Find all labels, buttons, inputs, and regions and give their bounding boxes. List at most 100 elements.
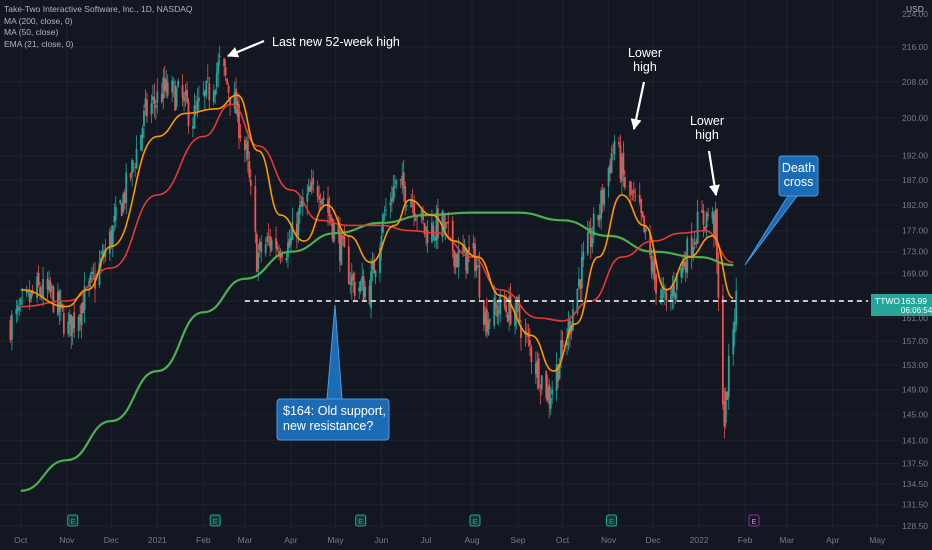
- candle-body: [681, 261, 684, 273]
- candle-body: [638, 194, 641, 203]
- time-tick-label: Nov: [601, 535, 617, 545]
- time-tick-label: Apr: [826, 535, 839, 545]
- candle-body: [499, 294, 502, 315]
- candle-body: [70, 314, 73, 337]
- candle-body: [570, 325, 573, 333]
- candle-body: [631, 193, 634, 195]
- candle-body: [572, 309, 574, 331]
- candle-body: [401, 175, 404, 185]
- candle-body: [558, 364, 561, 380]
- candle-body: [665, 293, 668, 300]
- candle-body: [19, 298, 22, 305]
- symbol-title[interactable]: Take-Two Interactive Software, Inc., 1D,…: [4, 4, 193, 14]
- price-tick-label: 177.00: [902, 226, 928, 236]
- candle-body: [37, 272, 40, 286]
- candle-body: [260, 242, 263, 253]
- series-line-ma: [20, 211, 734, 492]
- time-tick-label: Apr: [284, 535, 297, 545]
- candle-body: [165, 79, 168, 93]
- annotation-lower-high-2: Lower high: [690, 114, 724, 197]
- candle-body: [321, 199, 323, 205]
- candle-body: [528, 340, 531, 346]
- indicator-ema21[interactable]: EMA (21, close, 0): [4, 38, 74, 49]
- last-price-label: TTWO 163.99 06:06:54: [871, 294, 932, 316]
- price-axis[interactable]: 216.00 208.00 200.00 192.00 187.00 182.00 177.…: [902, 42, 928, 531]
- candle-body: [652, 262, 654, 275]
- indicator-ma50[interactable]: MA (50, close): [4, 27, 59, 37]
- indicator-ma200[interactable]: MA (200, close, 0): [4, 15, 73, 26]
- candle-body: [515, 297, 518, 318]
- candle-body: [482, 300, 485, 326]
- candle-body: [726, 392, 729, 400]
- candle-body: [733, 321, 736, 333]
- candle-body: [25, 290, 28, 293]
- candle-body: [67, 321, 70, 335]
- candle-body: [264, 244, 267, 254]
- candle-body: [379, 247, 381, 274]
- candle-body: [514, 313, 516, 326]
- candle-body: [177, 80, 180, 87]
- earnings-marker: [469, 514, 481, 527]
- candle-body: [567, 320, 570, 339]
- candle-body: [129, 173, 132, 179]
- candle-body: [582, 251, 585, 260]
- time-axis[interactable]: Oct Nov Dec 2021 Feb Mar Apr May Jun Jul Aug Sep Oct…: [14, 535, 886, 545]
- candle-body: [735, 291, 738, 325]
- candle-body: [426, 229, 429, 244]
- candle-body: [337, 224, 340, 233]
- candle-body: [175, 88, 178, 107]
- candle-body: [160, 93, 163, 103]
- time-tick-label: Oct: [14, 535, 28, 545]
- candle-body: [113, 215, 116, 223]
- candle-body: [306, 193, 309, 202]
- candle-body: [402, 172, 405, 189]
- candle-body: [270, 239, 273, 251]
- candle-body: [613, 141, 616, 155]
- candle-body: [290, 237, 292, 245]
- annotation-death-cross: Death cross: [744, 155, 819, 266]
- candle-body: [48, 280, 50, 291]
- candle-body: [433, 237, 436, 241]
- candle-body: [628, 186, 631, 187]
- candle-body: [310, 182, 313, 191]
- candle-body: [546, 387, 549, 401]
- candle-body: [307, 186, 310, 192]
- candle-body: [591, 237, 594, 247]
- candle-body: [589, 228, 592, 248]
- candle-body: [68, 314, 71, 325]
- candle-body: [223, 58, 226, 67]
- candle-body: [82, 302, 85, 313]
- candle-body: [462, 246, 465, 252]
- candle-body: [104, 249, 107, 257]
- time-tick-label: Jun: [375, 535, 389, 545]
- candle-body: [561, 339, 564, 348]
- candle-body: [518, 303, 521, 322]
- candle-body: [671, 287, 674, 297]
- candle-body: [732, 329, 735, 355]
- time-tick-label: May: [869, 535, 886, 545]
- candle-body: [505, 305, 508, 313]
- candle-body: [385, 209, 387, 211]
- candle-body: [690, 236, 693, 256]
- earnings-marker: [355, 514, 367, 527]
- candle-body: [146, 99, 148, 117]
- candle-body: [704, 226, 706, 230]
- annotation-text: Lower high: [690, 114, 724, 142]
- candle-body: [684, 262, 687, 273]
- candle-body: [131, 160, 134, 174]
- time-tick-label: Sep: [510, 535, 525, 545]
- candle-body: [143, 110, 145, 127]
- candle-body: [249, 180, 252, 187]
- candle-body: [122, 194, 125, 212]
- candle-body: [51, 285, 53, 289]
- candle-body: [650, 256, 653, 272]
- candle-body: [707, 214, 709, 217]
- candle-body: [330, 214, 332, 223]
- candle-body: [592, 213, 595, 237]
- price-tick-label: 153.00: [902, 360, 928, 370]
- price-tick-label: 173.00: [902, 247, 928, 257]
- candle-body: [540, 375, 543, 390]
- candle-body: [508, 296, 511, 320]
